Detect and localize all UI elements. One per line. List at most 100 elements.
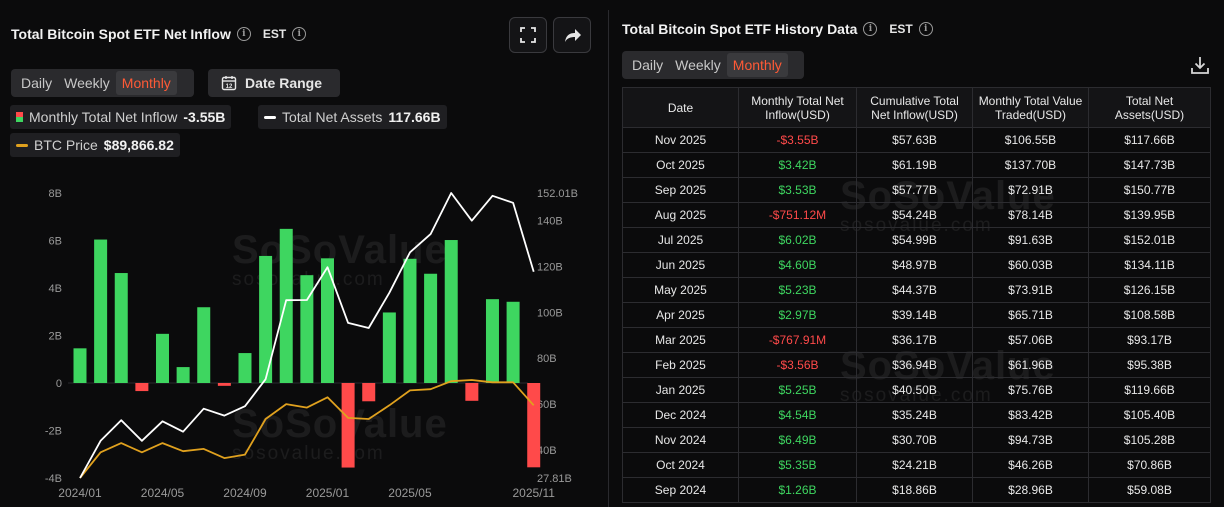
tab-weekly[interactable]: Weekly: [675, 57, 721, 73]
inflow-bar[interactable]: [217, 383, 231, 386]
tab-daily[interactable]: Daily: [21, 75, 53, 91]
legend-assets[interactable]: Total Net Assets 117.66B: [258, 105, 447, 129]
cell-net-assets: $134.11B: [1088, 252, 1211, 278]
table-row[interactable]: Apr 2025 $2.97B $39.14B $65.71B $108.58B: [622, 302, 1211, 328]
cell-value-traded: $83.42B: [972, 402, 1089, 428]
header-value-traded[interactable]: Monthly Total Value Traded(USD): [972, 87, 1089, 128]
share-icon: [565, 29, 581, 42]
cell-monthly-inflow: $3.42B: [738, 152, 857, 178]
header-date[interactable]: Date: [622, 87, 739, 128]
table-row[interactable]: Oct 2024 $5.35B $24.21B $46.26B $70.86B: [622, 452, 1211, 478]
table-row[interactable]: Jul 2025 $6.02B $54.99B $91.63B $152.01B: [622, 227, 1211, 253]
cell-value-traded: $61.96B: [972, 352, 1089, 378]
tab-weekly[interactable]: Weekly: [64, 75, 110, 91]
inflow-bar[interactable]: [320, 258, 334, 383]
inflow-bar[interactable]: [94, 239, 108, 383]
cell-value-traded: $106.55B: [972, 127, 1089, 153]
inflow-bar[interactable]: [114, 273, 128, 383]
legend-btc-label: BTC Price: [34, 137, 98, 153]
table-row[interactable]: Aug 2025 -$751.12M $54.24B $78.14B $139.95B: [622, 202, 1211, 228]
y-right-tick-label: 140B: [537, 216, 563, 228]
timezone-label: EST: [262, 27, 287, 41]
tab-monthly[interactable]: Monthly: [115, 71, 177, 95]
cell-value-traded: $65.71B: [972, 302, 1089, 328]
cell-monthly-inflow: -$767.91M: [738, 327, 857, 353]
legend-btc[interactable]: BTC Price $89,866.82: [10, 133, 180, 157]
tab-monthly[interactable]: Monthly: [726, 53, 788, 77]
y-right-tick-label: 80B: [537, 353, 557, 365]
cell-value-traded: $78.14B: [972, 202, 1089, 228]
inflow-bar[interactable]: [238, 353, 252, 383]
cell-date: Nov 2025: [622, 127, 739, 153]
table-row[interactable]: Mar 2025 -$767.91M $36.17B $57.06B $93.17B: [622, 327, 1211, 353]
header-net-assets[interactable]: Total Net Assets(USD): [1088, 87, 1211, 128]
cell-date: Sep 2024: [622, 477, 739, 503]
y-left-tick-label: 4B: [49, 283, 62, 295]
date-range-button[interactable]: 12 Date Range: [208, 69, 340, 97]
inflow-bar[interactable]: [362, 383, 376, 402]
tab-daily[interactable]: Daily: [632, 57, 664, 73]
fullscreen-button[interactable]: [509, 17, 547, 53]
cell-date: Jul 2025: [622, 227, 739, 253]
cell-monthly-inflow: -$751.12M: [738, 202, 857, 228]
table-row[interactable]: Sep 2025 $3.53B $57.77B $72.91B $150.77B: [622, 177, 1211, 203]
cell-net-assets: $150.77B: [1088, 177, 1211, 203]
inflow-bar[interactable]: [403, 258, 417, 383]
inflow-bar[interactable]: [527, 383, 541, 468]
inflow-bar[interactable]: [382, 312, 396, 383]
table-row[interactable]: Oct 2025 $3.42B $61.19B $137.70B $147.73B: [622, 152, 1211, 178]
cell-date: Apr 2025: [622, 302, 739, 328]
download-icon[interactable]: [1189, 54, 1211, 76]
legend-inflow-label: Monthly Total Net Inflow: [29, 109, 178, 125]
inflow-bar[interactable]: [197, 307, 211, 383]
table-row[interactable]: Jun 2025 $4.60B $48.97B $60.03B $134.11B: [622, 252, 1211, 278]
inflow-bar[interactable]: [259, 255, 273, 383]
inflow-bar[interactable]: [465, 383, 479, 401]
inflow-bar[interactable]: [506, 301, 520, 383]
info-icon[interactable]: i: [863, 22, 878, 36]
inflow-bar[interactable]: [279, 228, 293, 383]
cell-net-assets: $152.01B: [1088, 227, 1211, 253]
cell-date: Oct 2025: [622, 152, 739, 178]
btc-price-line: [79, 379, 535, 479]
info-icon[interactable]: i: [292, 27, 307, 41]
history-table: Date Monthly Total Net Inflow(USD) Cumul…: [622, 87, 1211, 503]
inflow-bar[interactable]: [424, 273, 438, 383]
inflow-bar[interactable]: [485, 299, 499, 383]
table-row[interactable]: Jan 2025 $5.25B $40.50B $75.76B $119.66B: [622, 377, 1211, 403]
cell-net-assets: $105.40B: [1088, 402, 1211, 428]
table-row[interactable]: Nov 2024 $6.49B $30.70B $94.73B $105.28B: [622, 427, 1211, 453]
inflow-bar[interactable]: [341, 383, 355, 468]
table-row[interactable]: May 2025 $5.23B $44.37B $73.91B $126.15B: [622, 277, 1211, 303]
table-header-row: Date Monthly Total Net Inflow(USD) Cumul…: [622, 87, 1211, 128]
legend-inflow[interactable]: Monthly Total Net Inflow -3.55B: [10, 105, 232, 129]
history-panel: Total Bitcoin Spot ETF History Data i ES…: [612, 0, 1224, 507]
inflow-bar[interactable]: [135, 383, 149, 392]
legend-assets-label: Total Net Assets: [282, 109, 383, 125]
info-icon[interactable]: i: [236, 27, 251, 41]
cell-net-assets: $126.15B: [1088, 277, 1211, 303]
cell-cumulative-inflow: $57.63B: [856, 127, 973, 153]
x-tick-label: 2024/05: [141, 486, 185, 500]
legend-btc-swatch: [16, 143, 28, 147]
cell-value-traded: $94.73B: [972, 427, 1089, 453]
chart-period-tabs: Daily Weekly Monthly: [11, 69, 194, 97]
header-cumulative-inflow[interactable]: Cumulative Total Net Inflow(USD): [856, 87, 973, 128]
cell-cumulative-inflow: $54.24B: [856, 202, 973, 228]
inflow-bar[interactable]: [300, 275, 314, 383]
cell-cumulative-inflow: $40.50B: [856, 377, 973, 403]
info-icon[interactable]: i: [918, 22, 933, 36]
cell-cumulative-inflow: $57.77B: [856, 177, 973, 203]
table-row[interactable]: Sep 2024 $1.26B $18.86B $28.96B $59.08B: [622, 477, 1211, 503]
cell-monthly-inflow: $4.54B: [738, 402, 857, 428]
table-row[interactable]: Dec 2024 $4.54B $35.24B $83.42B $105.40B: [622, 402, 1211, 428]
inflow-bar[interactable]: [176, 367, 190, 383]
share-button[interactable]: [553, 17, 591, 53]
table-row[interactable]: Feb 2025 -$3.56B $36.94B $61.96B $95.38B: [622, 352, 1211, 378]
header-monthly-inflow[interactable]: Monthly Total Net Inflow(USD): [738, 87, 857, 128]
inflow-bar[interactable]: [155, 333, 169, 383]
table-row[interactable]: Nov 2025 -$3.55B $57.63B $106.55B $117.66B: [622, 127, 1211, 153]
cell-date: Nov 2024: [622, 427, 739, 453]
inflow-bar[interactable]: [444, 240, 458, 383]
inflow-bar[interactable]: [73, 348, 87, 383]
